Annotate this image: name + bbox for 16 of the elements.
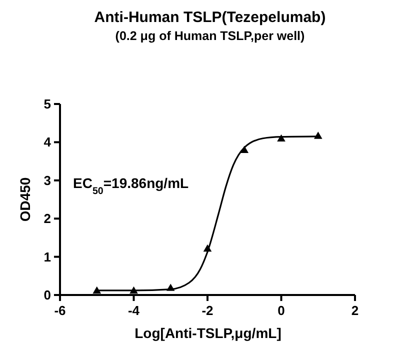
annotation: EC$_{50}$=19.86ng/mL: [73, 175, 190, 196]
y-tick-label: 0: [44, 288, 51, 302]
y-tick-label: 1: [44, 249, 51, 264]
y-tick-label: 4: [44, 134, 52, 150]
chart-subtitle: (0.2 μg of Human TSLP,per well): [115, 29, 305, 43]
x-tick-label: -2: [202, 303, 214, 318]
y-tick-label: 2: [44, 211, 51, 226]
x-axis-title: Log[Anti-TSLP,μg/mL]: [134, 325, 282, 341]
chart-title: Anti-Human TSLP(Tezepelumab): [94, 9, 326, 26]
y-tick-label: 5: [44, 96, 51, 112]
x-tick-label: 0: [278, 303, 285, 318]
y-axis-title: OD450: [17, 177, 33, 222]
x-tick-label: 2: [351, 303, 359, 318]
y-tick-label: 3: [44, 172, 51, 188]
x-tick-label: -4: [128, 303, 140, 318]
x-tick-label: -6: [54, 303, 66, 318]
